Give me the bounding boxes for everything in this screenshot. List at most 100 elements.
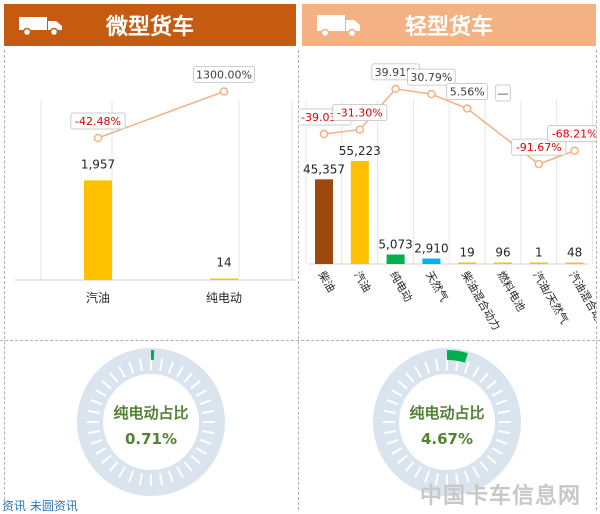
donut-segment-gap [434, 473, 439, 486]
category-label: 燃料电池 [494, 269, 528, 314]
donut-segment-gap [414, 366, 422, 378]
donut-segment-gap [109, 461, 119, 472]
donut-segment-gap [486, 454, 497, 464]
donut-segment-gap [397, 380, 408, 390]
category-label: 天然气 [423, 269, 452, 305]
donut-segment-gap [383, 409, 396, 414]
bar-4 [422, 258, 441, 264]
donut-segment-gap [463, 470, 470, 483]
donut-title: 纯电动占比 [113, 404, 188, 422]
growth-label-box [332, 104, 388, 121]
category-label: 柴油 [315, 269, 338, 295]
bar-value-label: 1 [535, 246, 543, 260]
donut-share-arc [447, 350, 468, 363]
category-label: 纯电动 [206, 291, 242, 305]
donut-segment-gap [391, 447, 403, 455]
growth-point [355, 125, 365, 134]
divider-left [4, 50, 5, 510]
donut-segment-gap [491, 447, 503, 455]
donut-segment-gap [95, 389, 107, 397]
donut-segment-gap [383, 430, 396, 435]
donut-segment-gap [118, 366, 126, 378]
header-right-title: 轻型货车 [404, 15, 493, 40]
growth-point [93, 133, 103, 143]
donut-segment-gap [424, 361, 431, 374]
donut-segment-gap [479, 461, 489, 472]
micro-truck-ev-share-donut: 纯电动占比 0.71% [77, 348, 225, 496]
donut-value: 4.67% [421, 430, 473, 448]
donut-segment-gap [90, 438, 103, 445]
donut-segment-gap [101, 380, 112, 390]
bar-value-label: 1,957 [81, 157, 115, 171]
donut-segment-gap [199, 438, 212, 445]
growth-point [319, 129, 329, 139]
donut-segment-gap [199, 399, 212, 406]
donut-segment-gap [498, 430, 511, 435]
category-label: 汽油/天然气 [530, 269, 571, 327]
growth-label-box [495, 84, 511, 102]
light-truck-ev-share-donut: 纯电动占比 4.67% [373, 348, 521, 496]
micro-truck-bar-chart: 1,957 汽油 14 纯电动 -42.48% 1300.00% [15, 66, 295, 305]
growth-line [97, 90, 225, 139]
growth-label: -68.21% [552, 128, 596, 141]
donut-segment-gap [138, 473, 143, 486]
donut-segment-gap [90, 399, 103, 406]
donut-segment-gap [128, 361, 135, 374]
donut-segment-gap [472, 466, 480, 478]
bar-2 [210, 278, 238, 280]
donut-segment-gap [405, 461, 415, 472]
donut-segment-gap [498, 409, 511, 414]
donut-center [399, 374, 495, 470]
growth-label: 1300.00% [196, 68, 252, 81]
donut-segment-gap [386, 438, 399, 445]
donut-segment-gap [195, 447, 207, 455]
donut-segment-gap [195, 389, 207, 397]
donut-segment-gap [167, 470, 174, 483]
donut-share-arc [151, 350, 155, 361]
donut-segment-gap [159, 358, 164, 371]
growth-point [391, 84, 400, 94]
donut-segment-gap [414, 466, 422, 478]
bar-value-label: 5,073 [378, 238, 412, 252]
growth-point [462, 104, 472, 113]
donut-segment-gap [183, 372, 193, 383]
donut-segment-gap [486, 380, 497, 390]
category-label: 汽油 [86, 290, 110, 305]
donut-segment-gap [495, 399, 508, 406]
watermark: 中国卡车信息网 [420, 484, 582, 509]
growth-label-box [407, 68, 456, 86]
donut-title: 纯电动占比 [409, 404, 484, 422]
donut-segment-gap [479, 372, 489, 383]
header-left-title: 微型货车 [105, 15, 194, 40]
donut-segment-gap [109, 372, 119, 383]
donut-segment-gap [95, 447, 107, 455]
footer-source: 资讯 未圆资讯 [2, 499, 78, 513]
divider-middle [298, 50, 299, 510]
donut-segment-gap [202, 430, 215, 435]
growth-label-box [511, 138, 567, 156]
growth-label: 5.56% [450, 86, 485, 99]
donut-segment-gap [87, 430, 100, 435]
growth-point [219, 87, 229, 96]
category-label: 汽油 [351, 269, 374, 295]
bar-6 [494, 262, 512, 264]
bar-3 [386, 254, 405, 264]
bar-1 [315, 179, 333, 264]
donut-segment-gap [391, 389, 403, 397]
header-light-truck: 轻型货车 [302, 4, 596, 46]
bar-value-label: 14 [216, 256, 231, 270]
growth-point [534, 159, 544, 169]
donut-segment-gap [138, 358, 143, 371]
donut-segment-gap [101, 454, 112, 464]
bar-2 [350, 160, 369, 264]
donut-segment-gap [87, 409, 100, 414]
bar-value-label: 45,357 [303, 162, 345, 176]
bar-value-label: 19 [460, 246, 475, 260]
growth-label-box [70, 112, 126, 130]
donut-segment-gap [190, 380, 201, 390]
donut-segment-gap [424, 470, 431, 483]
donut-center [103, 374, 199, 470]
donut-segment-gap [190, 454, 201, 464]
bar-8 [565, 262, 584, 264]
donut-segment-gap [159, 473, 164, 486]
